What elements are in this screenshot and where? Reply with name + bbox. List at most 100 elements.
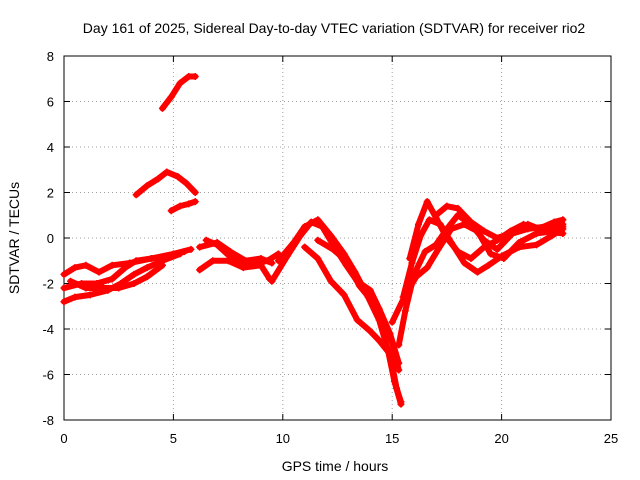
data-point [327,277,335,285]
data-point [176,250,184,258]
series-line [432,203,566,241]
data-point [167,93,175,101]
data-point [130,270,138,278]
series-track-2 [60,248,188,292]
series-track-14 [388,220,567,326]
x-tick-label: 0 [60,431,67,446]
data-point [209,257,217,265]
data-point [163,168,171,176]
data-point [158,104,166,112]
y-tick-label: 6 [47,95,54,110]
data-point [425,216,433,224]
data-point [443,202,451,210]
data-point [180,248,188,256]
series-track-1 [60,245,195,278]
data-point [434,245,442,253]
series-track-10 [301,243,405,406]
data-point [421,248,429,256]
chart-title: Day 161 of 2025, Sidereal Day-to-day VTE… [83,20,586,36]
data-point [423,198,431,206]
data-point [515,239,523,247]
data-point [187,245,195,253]
data-point [414,220,422,228]
data-point [185,72,193,80]
data-point [301,223,309,231]
series-track-7 [202,236,282,269]
data-point [268,277,276,285]
x-tick-label: 25 [604,431,618,446]
series-track-17 [132,168,199,199]
data-point [314,254,322,262]
data-point [191,198,199,206]
data-point [454,211,462,219]
data-point [379,320,387,328]
data-point [86,291,94,299]
data-point [500,254,508,262]
series-line [301,244,404,405]
y-tick-label: 0 [47,231,54,246]
data-point [533,241,541,249]
data-point [274,257,282,265]
data-point [71,293,79,301]
data-point [406,254,414,262]
grid [64,56,611,420]
data-point [202,236,210,244]
series-track-19 [158,72,199,112]
series-line [395,212,566,348]
data-point [301,243,309,251]
data-point [443,234,451,242]
data-point [467,218,475,226]
data-point [130,280,138,287]
data-point [82,284,90,292]
data-point [329,245,337,253]
data-point [99,284,107,292]
data-point [474,268,482,276]
x-axis-label: GPS time / hours [282,458,389,474]
data-point [314,216,322,224]
data-point [314,236,322,244]
data-point [366,286,374,294]
data-point [412,273,420,281]
y-tick-label: -6 [42,368,54,383]
data-point [401,307,409,315]
data-point [524,220,532,228]
data-point [353,316,361,324]
axis-ticks: 0 5 10 15 20 25 -8 -6 -4 -2 0 2 4 6 8 [42,49,618,446]
data-point [191,189,199,196]
data-point [60,270,68,278]
data-point [454,248,462,256]
x-tick-label: 5 [170,431,177,446]
data-point [480,243,488,251]
data-point [67,277,75,285]
series-line [168,198,199,214]
data-point [395,366,403,374]
series-track-18 [167,198,199,215]
data-point [460,259,468,267]
data-point [174,173,182,181]
series-track-16 [432,202,567,242]
data-point [82,261,90,269]
data-point [375,336,383,344]
series-line [159,73,199,112]
data-point [132,191,140,199]
data-point [454,204,462,212]
data-point [95,268,103,276]
data-point [121,264,129,272]
data-point [423,264,431,272]
data-point [263,257,271,265]
data-point [340,291,348,299]
data-point [460,220,468,228]
data-point [447,225,455,233]
data-point [467,254,475,262]
data-point [191,72,199,80]
x-tick-label: 20 [494,431,508,446]
data-point [176,202,184,210]
data-point [541,227,549,235]
data-point [355,282,363,290]
data-point [480,227,488,235]
data-point [183,179,191,187]
data-point [115,284,123,292]
data-point [290,239,298,247]
data-point [154,175,162,183]
